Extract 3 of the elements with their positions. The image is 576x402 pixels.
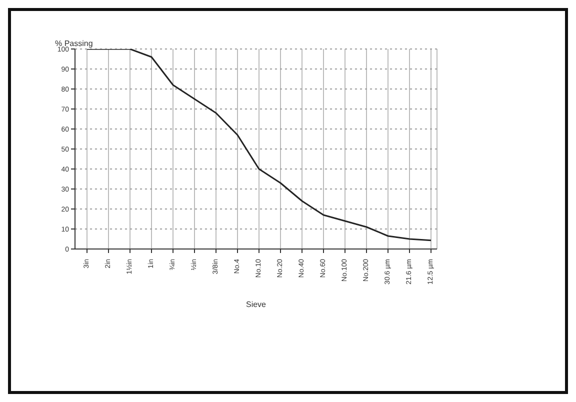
x-axis-title: Sieve bbox=[246, 300, 267, 309]
y-axis-title: % Passing bbox=[55, 39, 93, 48]
line-series bbox=[86, 49, 432, 242]
